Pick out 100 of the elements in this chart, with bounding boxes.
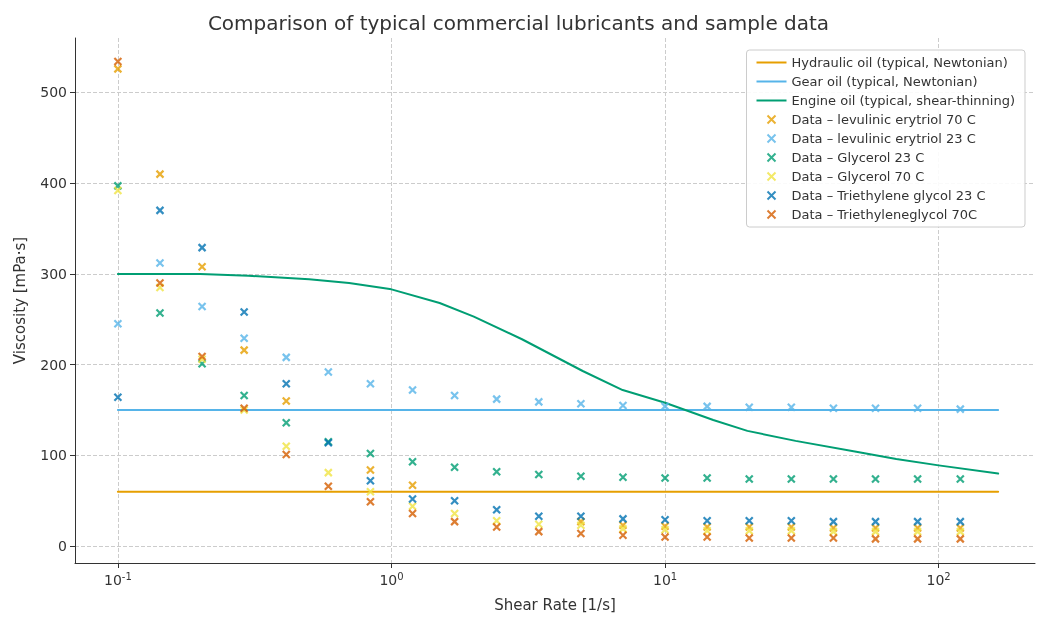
point (660, 532, 670, 542)
point (786, 522, 796, 532)
point (155, 282, 165, 293)
legend-label: Hydraulic oil (typical, Newtonian) (791, 55, 1008, 70)
point (534, 469, 544, 480)
point (407, 385, 418, 395)
legend-label: Engine oil (typical, shear-thinning) (791, 93, 1016, 108)
point (828, 403, 839, 413)
point (660, 525, 670, 535)
point (449, 517, 460, 527)
point (197, 301, 207, 312)
point (955, 517, 965, 527)
y-tick-label: 400 (40, 175, 67, 192)
point (492, 516, 502, 526)
point (323, 367, 333, 377)
legend-label: Data – levulinic erytriol 70 C (791, 112, 976, 127)
point (618, 520, 628, 530)
point (618, 514, 628, 524)
point (365, 448, 376, 459)
point (576, 511, 586, 521)
point (449, 462, 460, 472)
point (744, 402, 754, 412)
point (239, 345, 249, 355)
point (660, 515, 670, 525)
point (281, 418, 291, 428)
point (113, 56, 123, 67)
point (407, 494, 418, 504)
point (618, 472, 628, 482)
point (197, 262, 207, 272)
point (828, 474, 839, 484)
point (534, 519, 544, 529)
point (281, 352, 291, 362)
point (870, 474, 881, 484)
chart-title: Comparison of typical commercial lubricants and sample data (207, 11, 830, 35)
point (407, 480, 418, 490)
point (955, 474, 965, 484)
point (113, 64, 123, 74)
point (870, 523, 881, 533)
point (913, 403, 923, 413)
legend-label: Gear oil (typical, Newtonian) (791, 74, 978, 89)
point (281, 441, 291, 451)
point (155, 258, 165, 268)
point (702, 516, 712, 526)
point (323, 481, 333, 491)
point (913, 523, 923, 533)
point (365, 487, 376, 497)
point (870, 403, 881, 413)
point (828, 527, 839, 537)
point (744, 526, 754, 536)
y-tick-label: 100 (40, 447, 67, 464)
legend-label: Data – levulinic erytriol 23 C (791, 131, 976, 146)
point (744, 516, 754, 526)
legend-label: Data – Glycerol 70 C (791, 169, 925, 184)
point (955, 534, 965, 544)
point (660, 473, 670, 483)
point (492, 522, 502, 532)
legend-label: Data – Glycerol 23 C (791, 150, 925, 165)
point (365, 379, 376, 389)
legend-label: Data – Triethylene glycol 23 C (791, 188, 986, 203)
point (913, 534, 923, 544)
point (365, 497, 376, 507)
point (323, 468, 333, 478)
point (492, 505, 502, 515)
point (155, 278, 165, 288)
point (534, 511, 544, 521)
point (955, 527, 965, 537)
point (786, 526, 796, 536)
point (155, 205, 165, 215)
point (113, 319, 123, 329)
point (744, 533, 754, 543)
point (449, 496, 460, 506)
point (449, 508, 460, 519)
point (828, 523, 839, 533)
point (407, 501, 418, 511)
point (407, 457, 418, 467)
point (618, 530, 628, 540)
point (197, 359, 207, 369)
y-tick-label: 200 (40, 356, 67, 373)
point (702, 526, 712, 536)
point (534, 397, 544, 407)
point (913, 527, 923, 537)
point (786, 533, 796, 543)
point (407, 508, 418, 519)
point (113, 181, 123, 191)
point (576, 528, 586, 539)
point (828, 517, 839, 527)
point (702, 473, 712, 483)
point (155, 169, 165, 179)
x-axis-title: Shear Rate [1/s] (494, 595, 616, 614)
y-axis-title: Viscosity [mPa·s] (10, 236, 29, 365)
point (534, 527, 544, 537)
point (576, 399, 586, 409)
point (870, 534, 881, 544)
point (955, 523, 965, 533)
y-tick-label: 0 (58, 538, 67, 555)
point (786, 474, 796, 484)
point (281, 449, 291, 460)
point (155, 308, 165, 318)
point (281, 396, 291, 406)
point (449, 390, 460, 401)
